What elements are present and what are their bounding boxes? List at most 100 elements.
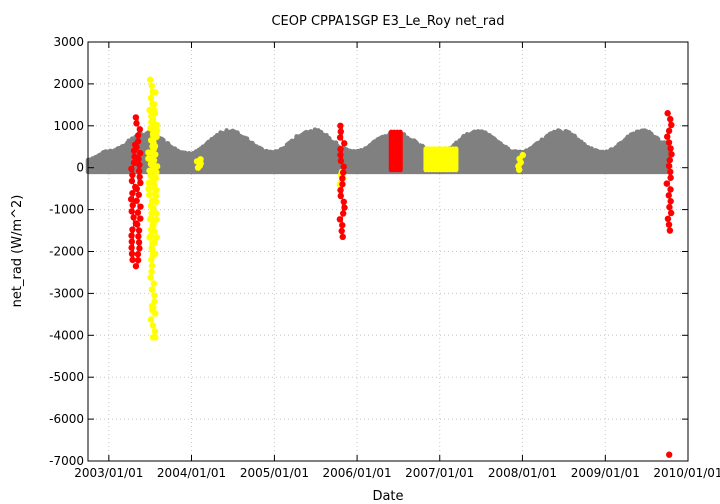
flag-point xyxy=(147,232,155,239)
flag-point xyxy=(129,189,136,197)
flag-point xyxy=(665,162,673,170)
x-tick-label: 2003/01/01 xyxy=(74,466,143,480)
flag-point xyxy=(152,151,159,158)
flag-point xyxy=(339,175,346,182)
flag-point xyxy=(127,196,135,203)
flag-point xyxy=(515,166,523,173)
flag-point xyxy=(194,164,202,171)
flag-point xyxy=(147,172,154,180)
flag-point xyxy=(153,133,160,141)
y-tick-label: 3000 xyxy=(53,35,84,49)
flag-point xyxy=(664,215,672,223)
flag-point xyxy=(339,169,347,176)
flag-point xyxy=(136,173,143,181)
flag-point xyxy=(150,222,157,229)
flag-point xyxy=(136,126,144,133)
flag-point xyxy=(666,451,673,458)
flag-point xyxy=(337,122,344,129)
flag-point xyxy=(663,180,670,187)
flag-point xyxy=(151,328,159,335)
series-gray xyxy=(85,127,670,175)
y-tick-label: -5000 xyxy=(49,370,84,384)
flag-point xyxy=(337,145,344,153)
flag-point xyxy=(336,216,344,223)
flag-point xyxy=(135,155,142,163)
flag-point xyxy=(666,156,673,164)
flag-point xyxy=(149,322,157,329)
flag-point xyxy=(150,280,158,287)
flag-point xyxy=(151,110,159,117)
y-tick-label: 0 xyxy=(76,161,84,175)
flag-point xyxy=(129,226,136,233)
flag-point xyxy=(148,262,156,269)
flag-point xyxy=(135,233,142,240)
flag-point xyxy=(137,179,144,187)
x-axis: 2003/01/01 2004/01/01 2005/01/01 2006/01/01… xyxy=(74,42,720,480)
flag-point xyxy=(341,140,348,147)
x-tick-label: 2009/01/01 xyxy=(571,466,640,480)
flag-point xyxy=(137,215,144,222)
flag-point xyxy=(129,202,136,209)
flag-point xyxy=(130,214,137,221)
series-yellow xyxy=(145,76,527,341)
flag-point xyxy=(341,204,348,211)
y-tick-label: -3000 xyxy=(49,286,84,300)
flag-point xyxy=(668,151,675,158)
flag-point xyxy=(153,163,161,170)
flag-point xyxy=(132,262,140,270)
flag-point xyxy=(666,203,673,211)
flag-point xyxy=(146,106,153,114)
x-tick-label: 2010/01/01 xyxy=(653,466,720,480)
flag-point xyxy=(147,316,155,323)
y-tick-label: -4000 xyxy=(49,328,84,342)
flag-point xyxy=(136,245,143,252)
flag-point xyxy=(153,198,160,205)
flag-point xyxy=(151,101,158,108)
data-layer xyxy=(85,76,675,458)
y-tick-label: -1000 xyxy=(49,203,84,217)
flag-point xyxy=(337,192,344,200)
x-tick-label: 2006/01/01 xyxy=(322,466,391,480)
series-red xyxy=(127,110,675,458)
flag-point xyxy=(148,256,155,263)
flag-point xyxy=(133,185,141,193)
flag-point xyxy=(128,232,135,239)
y-tick-label: -2000 xyxy=(49,245,84,259)
flag-point xyxy=(338,227,345,235)
flag-point xyxy=(128,244,135,251)
flag-point xyxy=(150,204,157,211)
flag-point xyxy=(339,221,346,229)
flag-point xyxy=(134,132,142,139)
flag-point xyxy=(128,208,135,215)
flag-point xyxy=(665,221,673,228)
flag-point xyxy=(135,191,143,198)
grid-lines xyxy=(88,41,689,462)
flag-point xyxy=(128,238,136,245)
chart-title: CEOP CPPA1SGP E3_Le_Roy net_rad xyxy=(271,14,504,29)
y-tick-label: 2000 xyxy=(53,77,84,91)
flag-point xyxy=(667,168,674,176)
x-tick-label: 2008/01/01 xyxy=(488,466,557,480)
flag-point xyxy=(135,239,143,246)
flag-point xyxy=(134,251,142,258)
flag-point xyxy=(132,114,140,121)
y-tick-label: 1000 xyxy=(53,119,84,133)
flag-point xyxy=(665,127,673,135)
flag-point xyxy=(149,115,157,123)
flag-point xyxy=(667,186,674,193)
y-tick-label: -6000 xyxy=(49,412,84,426)
flag-point xyxy=(148,286,156,293)
flag-point xyxy=(150,180,158,188)
flag-point xyxy=(128,250,136,258)
flag-point xyxy=(667,174,674,181)
y-tick-label: -7000 xyxy=(49,454,84,468)
flag-point xyxy=(134,209,142,216)
flag-point xyxy=(667,115,674,123)
x-tick-label: 2007/01/01 xyxy=(405,466,474,480)
flag-point xyxy=(135,227,143,234)
flag-point xyxy=(147,95,155,102)
flag-point xyxy=(337,128,344,135)
flag-point xyxy=(133,143,140,151)
flag-point xyxy=(128,165,135,173)
